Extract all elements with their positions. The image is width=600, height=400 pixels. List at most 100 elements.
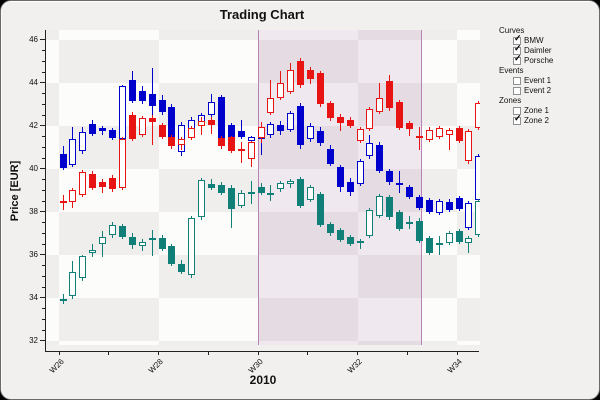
candle-wick-daimler-37 bbox=[418, 127, 420, 150]
candle-body-bmw-43 bbox=[475, 156, 480, 201]
y-major-tick bbox=[40, 82, 45, 84]
candle-body-bmw-37 bbox=[415, 196, 423, 208]
candle-body-porsche-35 bbox=[396, 211, 404, 230]
y-major-tick bbox=[40, 125, 45, 127]
checkbox-daimler[interactable]: ✓ bbox=[513, 44, 522, 55]
checkbox-zone-1[interactable] bbox=[513, 107, 521, 115]
plot-grid-cell bbox=[46, 30, 59, 40]
legend-item-label-daimler[interactable]: Daimler bbox=[524, 46, 552, 55]
candle-body-daimler-32 bbox=[366, 108, 374, 130]
legend-item-daimler[interactable]: ✓ Daimler bbox=[513, 44, 599, 56]
candle-body-daimler-22 bbox=[267, 98, 275, 114]
candle-body-daimler-29 bbox=[336, 117, 344, 123]
plot-area[interactable] bbox=[46, 30, 480, 345]
legend-item-porsche[interactable]: ✓ Porsche bbox=[513, 54, 599, 66]
legend-item-bmw[interactable]: ✓ BMW bbox=[513, 34, 599, 46]
candle-body-porsche-28 bbox=[326, 223, 334, 234]
plot-grid-cell bbox=[457, 255, 480, 298]
candle-body-daimler-17 bbox=[217, 137, 225, 147]
candle-body-porsche-33 bbox=[376, 195, 384, 217]
candle-wick-porsche-5 bbox=[102, 231, 104, 258]
candle-body-daimler-41 bbox=[455, 128, 463, 142]
y-minor-tick bbox=[42, 318, 45, 320]
x-week-tick bbox=[307, 351, 309, 355]
legend-item-label-event-1[interactable]: Event 1 bbox=[524, 76, 552, 85]
candle-body-porsche-17 bbox=[217, 185, 225, 193]
y-tick-label: 32 bbox=[29, 336, 38, 346]
y-minor-tick bbox=[42, 222, 45, 224]
checkbox-zone-2[interactable]: ✓ bbox=[513, 114, 522, 125]
candle-body-porsche-26 bbox=[307, 187, 314, 201]
candle-body-porsche-12 bbox=[168, 246, 176, 264]
legend-item-label-zone-1[interactable]: Zone 1 bbox=[524, 106, 549, 115]
candle-body-daimler-8 bbox=[128, 115, 136, 139]
plot-grid-cell bbox=[357, 298, 457, 341]
plot-grid-cell bbox=[457, 83, 480, 126]
legend-item-zone-1[interactable]: Zone 1 bbox=[513, 106, 599, 116]
legend-item-event-2[interactable]: Event 2 bbox=[513, 86, 599, 96]
y-minor-tick bbox=[42, 232, 45, 234]
checkbox-porsche[interactable]: ✓ bbox=[513, 54, 522, 65]
candle-body-bmw-35 bbox=[396, 182, 404, 185]
y-minor-tick bbox=[42, 60, 45, 62]
candle-wick-daimler-19 bbox=[240, 142, 242, 163]
candle-body-bmw-42 bbox=[465, 203, 473, 229]
y-minor-tick bbox=[42, 179, 45, 181]
legend-item-event-1[interactable]: Event 1 bbox=[513, 76, 599, 86]
candle-body-bmw-17 bbox=[217, 96, 225, 140]
legend-item-label-event-2[interactable]: Event 2 bbox=[524, 86, 552, 95]
x-week-tick bbox=[357, 351, 358, 355]
candle-body-porsche-23 bbox=[277, 182, 285, 190]
y-minor-tick bbox=[42, 275, 45, 277]
candle-body-daimler-16 bbox=[208, 119, 215, 125]
candle-body-porsche-41 bbox=[455, 231, 463, 243]
plot-grid-cell bbox=[158, 298, 258, 341]
candle-body-porsche-36 bbox=[406, 221, 413, 224]
candle-body-bmw-20 bbox=[247, 136, 255, 142]
candle-body-porsche-5 bbox=[99, 236, 107, 245]
candle-body-porsche-39 bbox=[435, 243, 443, 246]
y-minor-tick bbox=[42, 243, 45, 245]
plot-grid-cell bbox=[46, 40, 59, 83]
y-tick-label: 42 bbox=[29, 121, 38, 131]
plot-grid-cell bbox=[457, 30, 480, 40]
candle-body-porsche-29 bbox=[336, 230, 344, 240]
candle-body-porsche-19 bbox=[237, 192, 245, 206]
candle-body-bmw-23 bbox=[277, 124, 285, 132]
candle-body-daimler-33 bbox=[376, 98, 384, 113]
y-minor-tick bbox=[42, 146, 45, 148]
candle-body-porsche-42 bbox=[465, 237, 473, 244]
candle-body-daimler-2 bbox=[69, 190, 77, 203]
candle-body-daimler-21 bbox=[257, 127, 265, 138]
x-tick-label: W26 bbox=[47, 357, 66, 375]
checkbox-bmw[interactable]: ✓ bbox=[513, 34, 522, 45]
legend-item-label-zone-2[interactable]: Zone 2 bbox=[524, 116, 549, 125]
plot-grid-cell bbox=[357, 30, 457, 40]
checkbox-event-1[interactable] bbox=[513, 77, 521, 85]
candle-body-porsche-3 bbox=[79, 256, 87, 278]
candle-wick-daimler-29 bbox=[339, 114, 341, 132]
legend-item-zone-2[interactable]: ✓ Zone 2 bbox=[513, 114, 599, 126]
candle-body-daimler-34 bbox=[386, 80, 394, 108]
checkbox-event-2[interactable] bbox=[513, 87, 521, 95]
plot-grid-cell bbox=[457, 341, 480, 345]
candle-body-daimler-1 bbox=[59, 201, 67, 204]
candle-body-daimler-42 bbox=[465, 131, 473, 162]
legend-item-label-porsche[interactable]: Porsche bbox=[524, 56, 554, 65]
plot-grid-cell bbox=[158, 40, 258, 83]
y-tick-label: 44 bbox=[29, 78, 38, 88]
candle-wick-daimler-16 bbox=[211, 117, 212, 134]
candle-body-daimler-10 bbox=[148, 118, 156, 122]
candle-body-daimler-39 bbox=[435, 128, 443, 137]
plot-grid-cell bbox=[357, 255, 457, 298]
y-minor-tick bbox=[42, 286, 45, 288]
candle-body-daimler-3 bbox=[79, 172, 87, 195]
candle-body-bmw-41 bbox=[455, 198, 463, 209]
y-major-tick bbox=[40, 168, 45, 170]
candle-body-daimler-35 bbox=[396, 102, 404, 129]
candle-body-bmw-28 bbox=[326, 148, 334, 164]
candle-body-bmw-26 bbox=[307, 125, 314, 139]
candle-wick-bmw-35 bbox=[399, 171, 401, 193]
legend-item-label-bmw[interactable]: BMW bbox=[524, 36, 544, 45]
